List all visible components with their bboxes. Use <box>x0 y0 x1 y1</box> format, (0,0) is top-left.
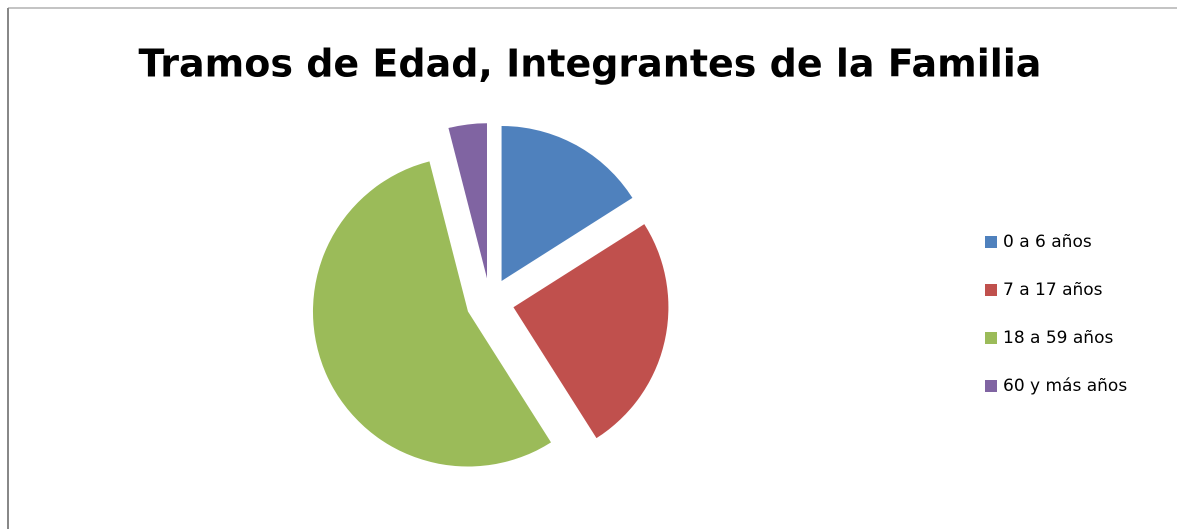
legend-swatch <box>985 236 997 248</box>
legend-swatch <box>985 284 997 296</box>
pie-slice <box>312 161 552 467</box>
pie <box>312 123 669 467</box>
legend-label: 0 a 6 años <box>1003 232 1092 252</box>
pie-slice <box>448 123 487 279</box>
legend: 0 a 6 años 7 a 17 años 18 a 59 años 60 y má… <box>985 232 1127 396</box>
pie-slice <box>513 224 669 439</box>
legend-label: 60 y más años <box>1003 376 1127 396</box>
legend-swatch <box>985 380 997 392</box>
legend-label: 18 a 59 años <box>1003 328 1113 348</box>
legend-label: 7 a 17 años <box>1003 280 1103 300</box>
pie-slice <box>501 125 633 281</box>
legend-swatch <box>985 332 997 344</box>
chart-title: Tramos de Edad, Integrantes de la Famili… <box>139 42 1042 86</box>
